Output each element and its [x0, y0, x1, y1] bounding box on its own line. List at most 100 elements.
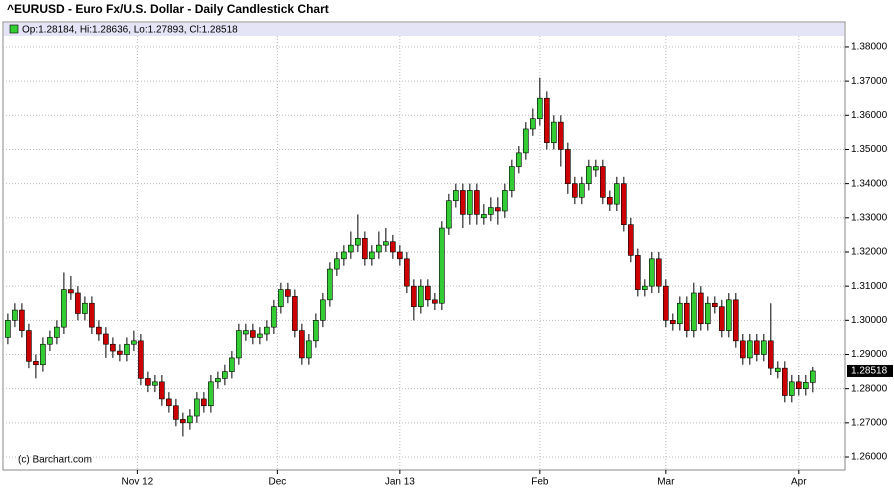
- candle-body: [362, 238, 368, 260]
- candle-body: [306, 340, 312, 359]
- candle-body: [194, 398, 200, 417]
- plot-frame: [2, 21, 846, 471]
- candle-body: [551, 121, 557, 143]
- candle-body: [313, 320, 319, 342]
- x-tick-label: Dec: [268, 477, 286, 488]
- candle-body: [110, 343, 116, 352]
- y-tick-label: 1.28000: [851, 383, 888, 394]
- candle-body: [250, 330, 256, 338]
- candle-body: [369, 251, 375, 260]
- y-tick-label: 1.26000: [851, 452, 888, 463]
- candle-body: [404, 258, 410, 287]
- candle-body: [26, 330, 32, 362]
- candle-body: [166, 398, 172, 407]
- y-tick-label: 1.34000: [851, 178, 888, 189]
- candle-body: [68, 289, 74, 294]
- candle-body: [236, 330, 242, 359]
- candle-body: [278, 289, 284, 307]
- candle-body: [320, 299, 326, 321]
- candle-body: [131, 340, 137, 345]
- last-price-label: 1.28518: [851, 366, 888, 377]
- x-tick-label: Nov 12: [122, 477, 154, 488]
- candle-body: [327, 268, 333, 301]
- candle-body: [495, 207, 501, 212]
- candle-body: [656, 258, 662, 287]
- candle-body: [719, 306, 725, 331]
- candle-body: [264, 326, 270, 335]
- candle-body: [530, 118, 536, 130]
- y-tick-label: 1.35000: [851, 144, 888, 155]
- candle-body: [411, 285, 417, 307]
- candle-body: [782, 367, 788, 396]
- candle-body: [138, 340, 144, 379]
- candle-body: [726, 299, 732, 331]
- candle-body: [516, 152, 522, 167]
- candle-body: [754, 340, 760, 355]
- candle-body: [600, 166, 606, 198]
- candle-body: [509, 166, 515, 191]
- legend-swatch: [9, 24, 19, 34]
- y-tick-label: 1.29000: [851, 349, 888, 360]
- candle-body: [208, 381, 214, 407]
- candle-body: [635, 255, 641, 290]
- candle-body: [145, 378, 151, 386]
- candle-body: [705, 302, 711, 325]
- candle-body: [117, 350, 123, 355]
- candle-body: [390, 241, 396, 253]
- candle-body: [285, 289, 291, 297]
- candle-body: [299, 330, 305, 359]
- candle-body: [159, 381, 165, 400]
- candle-body: [348, 244, 354, 253]
- candle-body: [733, 299, 739, 342]
- candle-body: [89, 302, 95, 328]
- x-tick-label: Feb: [531, 477, 549, 488]
- candle-body: [61, 289, 67, 328]
- candle-body: [82, 302, 88, 314]
- candle-body: [572, 183, 578, 198]
- y-tick-label: 1.38000: [851, 42, 888, 53]
- candle-body: [341, 251, 347, 260]
- candle-body: [474, 190, 480, 215]
- candle-body: [488, 207, 494, 215]
- candle-body: [614, 183, 620, 205]
- legend-label: Op:1.28184, Hi:1.28636, Lo:1.27893, Cl:1…: [22, 25, 238, 36]
- x-tick-label: Apr: [791, 477, 807, 488]
- legend-strip: [4, 23, 844, 36]
- candle-body: [453, 190, 459, 202]
- candle-body: [649, 258, 655, 287]
- candle-body: [425, 285, 431, 301]
- candle-body: [698, 292, 704, 325]
- x-tick-label: Mar: [657, 477, 675, 488]
- candle-body: [376, 244, 382, 253]
- candle-body: [684, 302, 690, 331]
- candle-body: [593, 166, 599, 171]
- candle-body: [761, 340, 767, 355]
- candle-body: [432, 299, 438, 304]
- candle-body: [173, 405, 179, 420]
- chart-title: ^EURUSD - Euro Fx/U.S. Dollar - Daily Ca…: [7, 2, 329, 16]
- candle-body: [271, 306, 277, 328]
- candle-body: [537, 97, 543, 120]
- x-tick-label: Jan 13: [385, 477, 415, 488]
- candle-body: [54, 326, 60, 338]
- candle-body: [663, 285, 669, 321]
- y-tick-label: 1.32000: [851, 247, 888, 258]
- candle-body: [502, 190, 508, 212]
- y-tick-label: 1.27000: [851, 417, 888, 428]
- candle-body: [12, 309, 18, 321]
- candle-body: [481, 214, 487, 219]
- y-tick-label: 1.37000: [851, 76, 888, 87]
- last-price-box: [847, 364, 893, 377]
- candle-body: [418, 285, 424, 307]
- candle-body: [446, 200, 452, 229]
- y-tick-label: 1.36000: [851, 110, 888, 121]
- candle-body: [789, 381, 795, 396]
- candle-body: [579, 183, 585, 198]
- candle-body: [544, 97, 550, 143]
- candle-body: [103, 333, 109, 345]
- candle-body: [124, 343, 130, 355]
- candle-body: [292, 296, 298, 331]
- candle-body: [96, 326, 102, 335]
- candle-body: [642, 285, 648, 290]
